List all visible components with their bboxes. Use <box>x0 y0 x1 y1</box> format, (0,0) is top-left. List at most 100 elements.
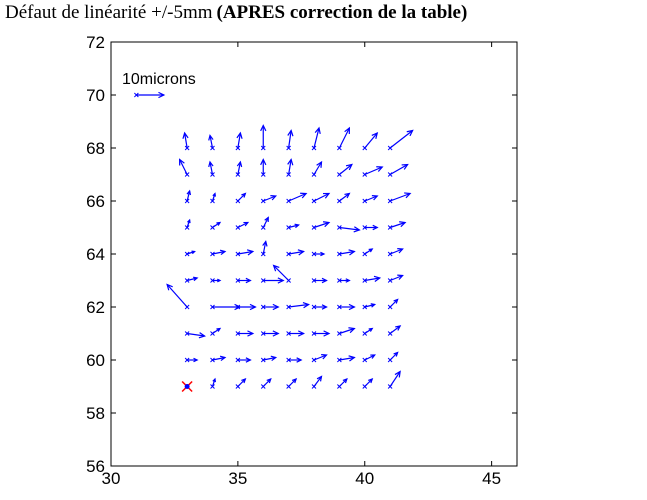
vector-arrow <box>235 160 243 177</box>
arrow-shaft <box>237 161 241 175</box>
arrow-head <box>348 303 356 311</box>
vector-arrow <box>337 303 356 311</box>
arrow-head <box>270 355 278 362</box>
arrow-shaft <box>179 159 188 175</box>
arrow-shaft <box>288 303 309 308</box>
arrow-head <box>344 126 350 135</box>
marker-dot <box>184 384 190 389</box>
arrow-head <box>406 129 414 137</box>
vector-arrow <box>184 250 196 257</box>
arrow-shaft <box>364 132 378 149</box>
arrow-shaft <box>364 248 373 255</box>
scale-label: 10microns <box>122 71 196 88</box>
arrow-shaft <box>186 277 198 282</box>
x-tick-label: 40 <box>355 469 374 488</box>
vector-arrow <box>235 131 243 151</box>
y-tick-label: 58 <box>86 404 105 423</box>
vector-arrow <box>184 331 206 339</box>
arrow-head <box>179 158 185 166</box>
vector-arrow <box>235 303 257 311</box>
vector-arrow <box>311 221 331 230</box>
vector-arrow <box>210 327 222 336</box>
arrow-head <box>249 303 257 311</box>
arrow-head <box>393 298 399 304</box>
arrow-head <box>344 192 351 199</box>
arrow-head <box>260 124 267 132</box>
arrow-head <box>186 218 191 224</box>
arrow-head <box>291 378 298 384</box>
x-tick-label: 35 <box>228 469 247 488</box>
arrow-head <box>320 251 326 257</box>
vector-arrow <box>235 221 250 230</box>
arrow-head <box>297 330 306 337</box>
arrow-shaft <box>237 193 246 202</box>
vector-arrow <box>311 160 323 177</box>
arrow-shaft <box>389 274 403 282</box>
vector-arrow <box>286 302 310 310</box>
y-tick-label: 60 <box>86 351 105 370</box>
arrow-shaft <box>273 265 290 281</box>
arrow-head <box>393 351 399 357</box>
vector-arrow <box>387 129 414 151</box>
vector-arrow <box>387 370 401 389</box>
vector-arrow <box>311 304 328 310</box>
arrow-head <box>368 378 374 384</box>
arrow-head <box>193 357 199 363</box>
vector-arrow <box>387 351 399 363</box>
arrow-head <box>208 134 214 141</box>
vector-arrow <box>337 225 361 233</box>
arrow-head <box>191 250 196 255</box>
vector-arrow <box>311 251 326 257</box>
arrow-shaft <box>364 354 376 361</box>
vector-arrow <box>387 274 404 283</box>
arrow-shaft <box>186 190 191 202</box>
arrow-head <box>323 330 331 337</box>
arrow-head <box>314 126 321 134</box>
arrow-head <box>371 131 379 139</box>
arrow-head <box>270 195 278 201</box>
arrow-shaft <box>389 352 399 361</box>
vector-arrow <box>337 163 353 177</box>
vector-arrow <box>235 357 252 363</box>
arrow-shaft <box>339 250 355 255</box>
arrow-head <box>368 248 374 253</box>
arrow-shaft <box>389 325 401 334</box>
vector-arrow <box>286 249 305 257</box>
arrow-shaft <box>339 226 360 231</box>
arrow-shaft <box>389 130 413 149</box>
vector-arrow <box>179 158 190 177</box>
vector-arrow <box>286 129 294 151</box>
y-tick-label: 56 <box>86 457 105 476</box>
arrow-shaft <box>313 354 327 361</box>
vector-arrow <box>362 166 384 177</box>
arrow-head <box>376 166 384 172</box>
arrow-shaft <box>313 221 330 229</box>
vector-arrow <box>260 216 269 230</box>
vector-arrow <box>235 249 255 257</box>
arrow-head <box>316 375 323 382</box>
vector-arrow <box>286 223 300 230</box>
arrow-head <box>348 355 356 362</box>
arrow-head <box>219 249 227 256</box>
vector-arrow <box>235 330 255 337</box>
arrow-head <box>266 378 272 384</box>
vector-arrow <box>362 248 374 257</box>
arrow-shaft <box>364 166 383 176</box>
vector-arrow <box>166 283 190 310</box>
arrow-head <box>322 221 331 228</box>
vector-arrow <box>235 192 247 204</box>
arrow-head <box>316 160 323 168</box>
vector-arrow <box>260 355 278 363</box>
vector-arrow <box>260 330 280 337</box>
vector-arrow <box>184 189 192 204</box>
vector-arrow <box>387 248 404 257</box>
vector-arrow <box>362 378 374 389</box>
vector-arrow <box>387 298 399 310</box>
arrow-head <box>192 276 199 282</box>
vector-arrow <box>184 357 199 363</box>
arrow-shaft <box>389 299 399 308</box>
vector-arrow <box>260 158 267 177</box>
arrow-shaft <box>237 250 253 255</box>
arrow-shaft <box>338 378 348 387</box>
